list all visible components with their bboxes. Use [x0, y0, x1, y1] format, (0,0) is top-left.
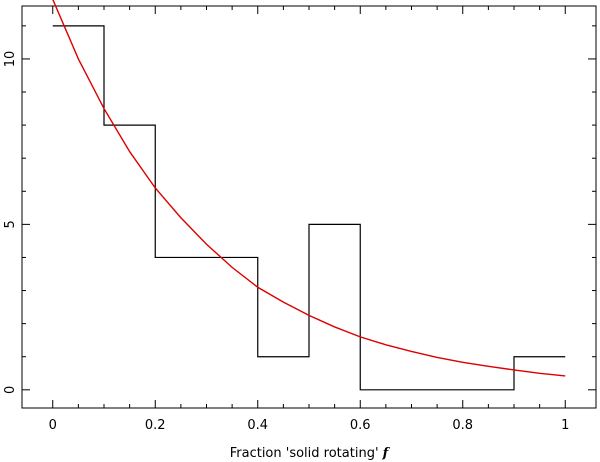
x-tick-label: 0 — [49, 418, 57, 433]
x-tick-label: 1 — [561, 418, 569, 433]
x-tick-label: 0.8 — [452, 418, 473, 433]
y-tick-label: 5 — [3, 220, 18, 228]
x-tick-label: 0.4 — [247, 418, 268, 433]
histogram-step-line — [52, 25, 566, 391]
axis-ticks — [22, 6, 596, 408]
x-axis-label-variable: f — [382, 446, 391, 461]
x-axis-label-text: Fraction 'solid rotating' — [230, 446, 383, 461]
x-tick-label: 0.2 — [145, 418, 166, 433]
fit-curve-line — [52, 0, 566, 377]
plot-area — [52, 0, 566, 391]
x-tick-label: 0.6 — [350, 418, 371, 433]
y-tick-label: 10 — [3, 51, 18, 68]
y-tick-label: 0 — [3, 386, 18, 394]
x-axis-label: Fraction 'solid rotating' f — [230, 446, 391, 461]
